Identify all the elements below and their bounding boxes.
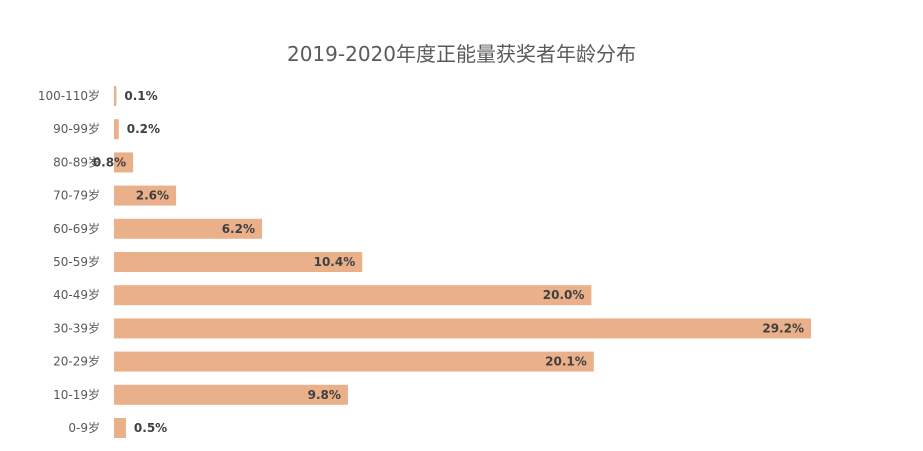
- value-label: 2.6%: [136, 189, 169, 203]
- category-label: 60-69岁: [53, 221, 100, 236]
- bar: [114, 252, 363, 272]
- bar: [114, 86, 117, 106]
- bar: [114, 218, 262, 239]
- bar: [114, 351, 594, 372]
- bar: [114, 318, 811, 339]
- value-label: 20.0%: [543, 288, 585, 302]
- category-label: 70-79岁: [53, 188, 100, 203]
- bar: [114, 384, 348, 405]
- category-label: 20-29岁: [53, 354, 100, 369]
- category-label: 100-110岁: [38, 88, 100, 103]
- bar: [114, 152, 134, 173]
- bar: [114, 119, 119, 140]
- value-label: 20.1%: [545, 355, 587, 369]
- category-label: 50-59岁: [53, 254, 100, 269]
- value-label: 0.5%: [134, 421, 167, 435]
- value-label: 6.2%: [222, 222, 255, 236]
- value-label: 29.2%: [762, 321, 804, 335]
- value-label: 0.8%: [93, 155, 126, 169]
- value-label: 10.4%: [314, 255, 356, 269]
- value-label: 0.1%: [124, 89, 157, 103]
- category-label: 40-49岁: [53, 287, 100, 302]
- category-label: 90-99岁: [53, 121, 100, 136]
- bar: [114, 185, 177, 206]
- chart-title: 2019-2020年度正能量获奖者年龄分布: [286, 42, 636, 66]
- bar: [114, 285, 592, 306]
- category-label: 10-19岁: [53, 387, 100, 402]
- category-label: 0-9岁: [68, 420, 100, 435]
- category-label: 30-39岁: [53, 320, 100, 335]
- value-label: 0.2%: [127, 122, 160, 136]
- category-label: 80-89岁: [53, 154, 100, 169]
- bar: [114, 418, 126, 438]
- value-label: 9.8%: [308, 388, 341, 402]
